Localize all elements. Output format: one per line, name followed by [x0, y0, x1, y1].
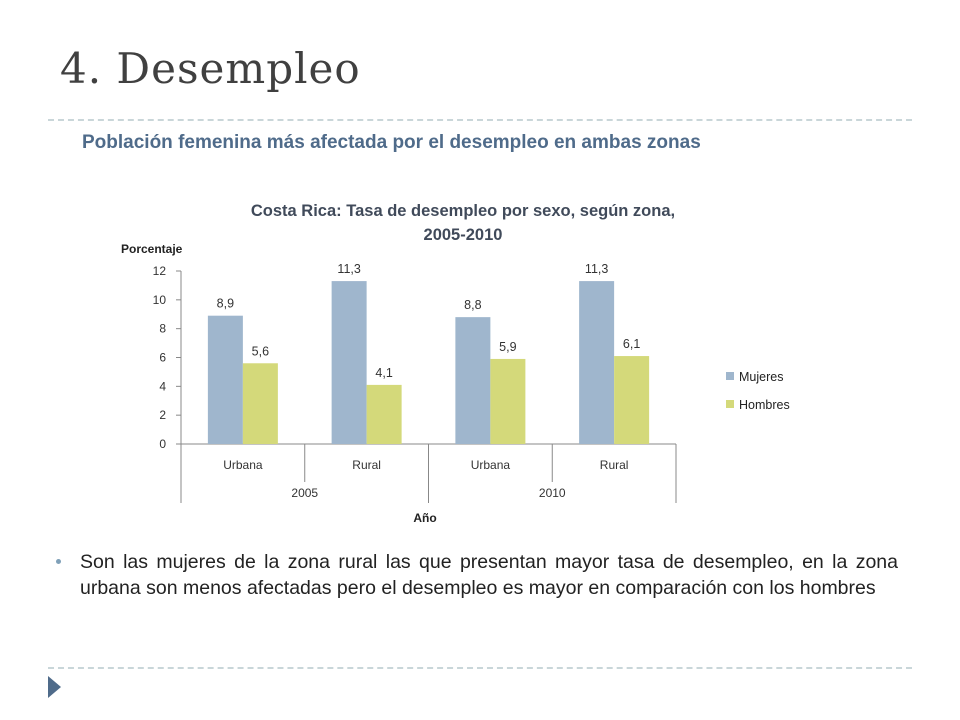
data-label: 8,9	[217, 297, 234, 311]
bar-mujeres	[579, 281, 615, 444]
y-tick-label: 2	[159, 408, 166, 422]
y-tick-label: 8	[159, 322, 166, 336]
bullet-dot	[56, 559, 61, 564]
group-label: 2010	[539, 486, 566, 500]
group-label: 2005	[291, 486, 318, 500]
data-label: 4,1	[375, 366, 392, 380]
legend-swatch	[726, 372, 734, 380]
data-label: 5,6	[252, 344, 269, 358]
y-tick-label: 6	[159, 351, 166, 365]
next-arrow-icon	[48, 676, 61, 698]
category-label: Urbana	[471, 458, 511, 472]
slide-subtitle: Población femenina más afectada por el d…	[82, 132, 701, 153]
data-label: 11,3	[337, 262, 360, 276]
y-axis-label: Porcentaje	[121, 242, 183, 256]
category-label: Rural	[352, 458, 381, 472]
y-tick-label: 10	[153, 293, 167, 307]
y-tick-label: 0	[159, 437, 166, 451]
category-label: Rural	[600, 458, 629, 472]
x-axis-label: Año	[413, 511, 436, 525]
legend-label: Hombres	[739, 398, 790, 412]
bar-hombres	[614, 356, 650, 444]
category-label: Urbana	[223, 458, 263, 472]
bar-hombres	[242, 363, 278, 444]
legend-label: Mujeres	[739, 370, 783, 384]
legend-swatch	[726, 400, 734, 408]
slide-title: 4. Desempleo	[60, 44, 361, 93]
top-divider	[48, 119, 912, 121]
data-label: 6,1	[623, 337, 640, 351]
y-tick-label: 12	[153, 264, 167, 278]
bullet-text: Son las mujeres de la zona rural las que…	[80, 551, 898, 599]
chart-title-line1: Costa Rica: Tasa de desempleo por sexo, …	[251, 202, 675, 220]
bar-chart: Costa Rica: Tasa de desempleo por sexo, …	[121, 202, 790, 525]
bar-hombres	[366, 384, 402, 444]
bar-mujeres	[455, 317, 491, 444]
data-label: 8,8	[464, 298, 481, 312]
data-label: 11,3	[585, 262, 608, 276]
y-tick-label: 4	[159, 379, 166, 393]
chart-title-line2: 2005-2010	[424, 226, 503, 244]
bottom-divider	[48, 667, 912, 669]
bar-mujeres	[331, 281, 367, 444]
data-label: 5,9	[499, 340, 516, 354]
bar-hombres	[490, 358, 526, 444]
bar-mujeres	[207, 315, 243, 444]
